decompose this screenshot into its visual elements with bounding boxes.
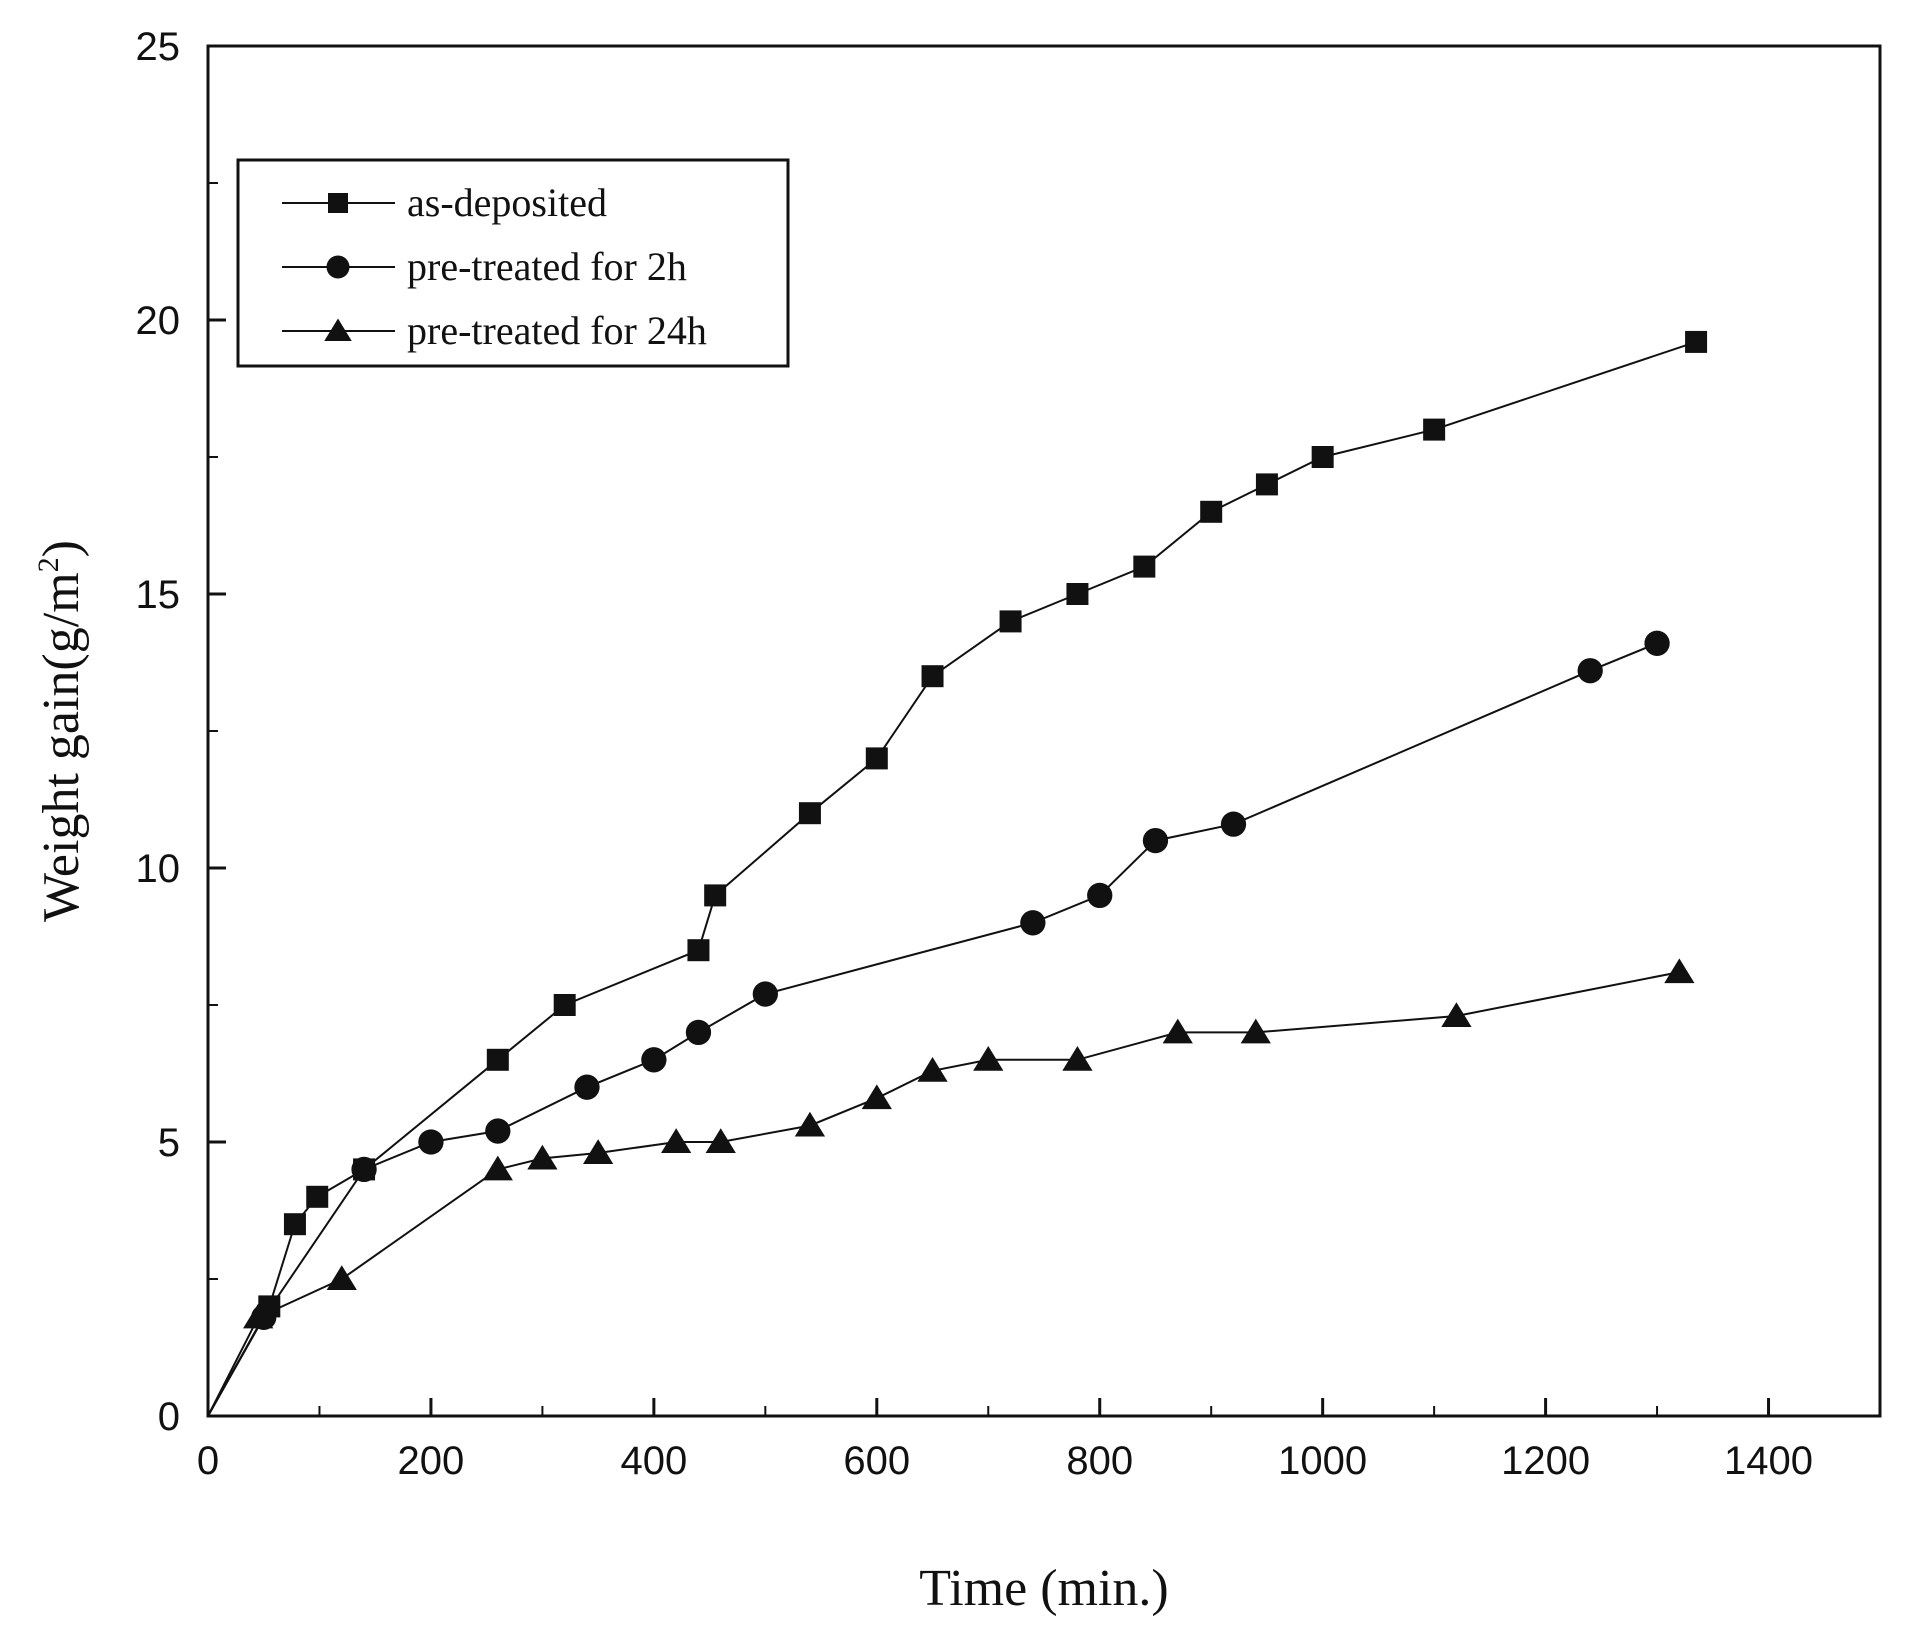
data-point bbox=[1066, 583, 1089, 605]
data-point bbox=[921, 665, 944, 688]
x-axis-title: Time (min.) bbox=[919, 1560, 1168, 1617]
data-point bbox=[1133, 555, 1156, 578]
data-point bbox=[418, 1129, 444, 1155]
y-axis-title-tail: ) bbox=[33, 540, 90, 557]
data-point bbox=[326, 1265, 357, 1290]
legend-marker-triangle bbox=[324, 318, 352, 341]
data-point bbox=[1087, 882, 1113, 909]
data-point bbox=[1255, 473, 1278, 496]
axis-ticks: 0 200 400 600 800 1000 1200 1400 0 5 10 15 20 25 bbox=[136, 25, 1814, 1483]
data-point bbox=[917, 1057, 948, 1082]
data-point bbox=[999, 610, 1022, 633]
y-axis-title-sup: 2 bbox=[32, 557, 65, 572]
data-point bbox=[306, 1185, 329, 1208]
x-tick-label: 400 bbox=[620, 1439, 687, 1483]
y-tick-label: 15 bbox=[136, 573, 181, 617]
series-line bbox=[207, 971, 1680, 1417]
x-tick-label: 1000 bbox=[1278, 1439, 1367, 1483]
data-point bbox=[865, 747, 888, 770]
y-tick-label: 25 bbox=[136, 25, 181, 69]
data-point bbox=[1142, 827, 1169, 854]
x-tick-label: 600 bbox=[843, 1439, 910, 1483]
series-line bbox=[207, 340, 1697, 1417]
y-tick-label: 5 bbox=[158, 1121, 180, 1165]
y-tick-label: 10 bbox=[136, 847, 181, 891]
data-point bbox=[485, 1118, 511, 1144]
data-point bbox=[351, 1156, 377, 1183]
data-point bbox=[243, 1303, 274, 1329]
legend: as-deposited pre-treated for 2h pre-treate… bbox=[236, 158, 790, 368]
data-point bbox=[661, 1128, 692, 1153]
data-point bbox=[1020, 910, 1046, 936]
x-tick-label: 0 bbox=[197, 1439, 219, 1483]
x-tick-label: 200 bbox=[398, 1439, 465, 1483]
data-point bbox=[283, 1213, 306, 1236]
data-point bbox=[482, 1155, 513, 1181]
data-point bbox=[1423, 418, 1446, 441]
y-tick-label: 20 bbox=[136, 299, 181, 343]
legend-label: as-deposited bbox=[407, 180, 607, 225]
data-point bbox=[973, 1046, 1004, 1071]
data-point bbox=[798, 802, 821, 825]
y-axis-title-base: Weight gain(g/m bbox=[33, 572, 90, 922]
legend-marker-circle bbox=[326, 255, 350, 279]
data-point bbox=[1311, 446, 1334, 468]
data-point bbox=[685, 1019, 712, 1046]
data-point bbox=[1685, 330, 1708, 353]
series-layer bbox=[207, 330, 1708, 1417]
data-point bbox=[1664, 958, 1695, 984]
data-point bbox=[1062, 1046, 1093, 1071]
data-point bbox=[704, 884, 727, 907]
data-point bbox=[1240, 1018, 1271, 1044]
data-point bbox=[1441, 1002, 1472, 1027]
series-triangle bbox=[207, 958, 1695, 1417]
legend-label: pre-treated for 2h bbox=[407, 244, 687, 289]
data-point bbox=[1577, 658, 1603, 684]
data-point bbox=[583, 1139, 614, 1164]
data-point bbox=[1200, 500, 1223, 523]
data-point bbox=[705, 1128, 736, 1153]
legend-marker-square bbox=[328, 193, 348, 213]
data-point bbox=[861, 1084, 892, 1110]
data-point bbox=[794, 1111, 826, 1137]
data-point bbox=[553, 994, 576, 1016]
series-square bbox=[207, 330, 1708, 1417]
data-point bbox=[641, 1047, 667, 1073]
y-axis-title: Weight gain(g/m2) bbox=[32, 540, 90, 922]
data-point bbox=[1220, 811, 1247, 837]
data-point bbox=[1644, 630, 1670, 656]
data-point bbox=[752, 981, 778, 1007]
data-point bbox=[1162, 1018, 1193, 1044]
legend-label: pre-treated for 24h bbox=[407, 308, 707, 353]
x-tick-label: 1200 bbox=[1501, 1439, 1590, 1483]
x-tick-label: 800 bbox=[1066, 1439, 1133, 1483]
y-tick-label: 0 bbox=[158, 1395, 180, 1439]
data-point bbox=[527, 1144, 558, 1170]
x-tick-label: 1400 bbox=[1724, 1439, 1813, 1483]
data-point bbox=[574, 1074, 600, 1100]
data-point bbox=[486, 1048, 509, 1071]
series-line bbox=[207, 642, 1658, 1417]
data-point bbox=[687, 939, 710, 962]
